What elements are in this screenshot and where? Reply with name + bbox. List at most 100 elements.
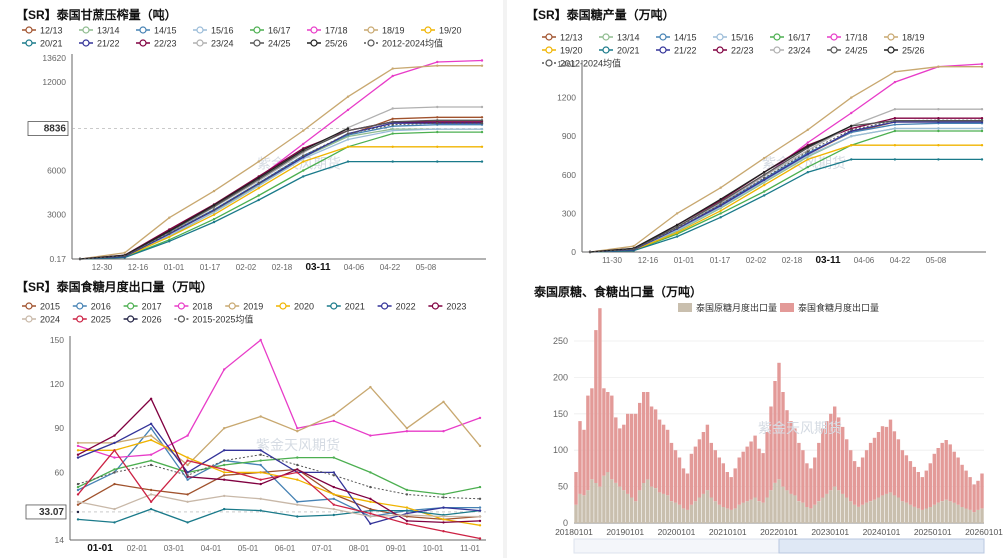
legend-item: 17/18 [827,33,868,43]
data-point [405,519,409,523]
legend-marker [253,39,261,47]
data-point [478,537,482,540]
bar-refined [845,439,849,498]
bar-refined [701,432,706,494]
bar-raw [805,507,809,523]
legend-marker [177,302,185,310]
data-point [980,129,984,133]
legend-label: 13/14 [97,26,120,36]
bar-refined [960,464,964,507]
bar-refined [852,461,857,505]
legend-label: 2024 [40,315,60,325]
data-point [405,509,409,512]
x-tick-label: 20250101 [914,527,952,537]
data-point [332,503,335,506]
bar-raw [964,508,968,523]
legend-item: 2017 [123,302,162,312]
data-point [259,497,262,500]
data-point [332,456,335,459]
data-point [296,478,299,481]
x-tick-label: 08-01 [349,544,370,553]
legend-label: 2025 [91,315,111,325]
data-point [212,208,216,211]
bar-refined [634,413,638,502]
bar-raw [697,497,702,523]
data-point [76,482,80,486]
data-point [149,463,153,467]
data-point [893,117,897,120]
data-point [391,132,394,135]
bar-refined [642,392,646,483]
data-point [223,474,226,477]
legend-marker [25,39,33,47]
series-line [79,128,482,260]
x-tick-label: 06-01 [275,544,296,553]
bar-refined [582,429,586,496]
legend-marker [310,39,318,47]
x-tick-label: 04-01 [201,544,222,553]
bar-refined [841,426,845,494]
data-point [257,184,260,188]
data-point [405,522,409,525]
bar-raw [928,507,932,523]
data-point [442,521,445,524]
bar-refined [924,470,928,509]
data-point [391,123,394,126]
bar-refined [833,406,837,487]
y-tick-label: 0.17 [49,254,66,264]
data-point [186,478,189,481]
bar-raw [948,501,952,523]
x-tick-label: 20180101 [555,527,593,537]
bar-raw [681,508,686,523]
legend-item: 19/20 [542,46,583,56]
y-tick-label: 12000 [42,77,66,87]
bar-refined [900,450,905,502]
data-point [806,145,809,148]
data-point [893,144,897,147]
legend-marker [424,26,432,34]
data-point [296,430,299,433]
bar-raw [912,507,916,523]
bar-raw [713,501,717,523]
bar-refined [805,463,809,507]
legend-item: 24/25 [250,39,291,49]
data-point [113,441,116,445]
data-point [436,64,439,67]
data-point [632,245,635,248]
data-point [436,119,439,122]
x-tick-label: 01-17 [200,263,221,272]
bar-refined [749,441,753,500]
legend-item: 20/21 [599,46,640,56]
legend-label: 14/15 [674,33,697,43]
data-point [806,171,809,174]
data-point [332,485,335,489]
zoom-slider-window [778,538,985,554]
bar-raw [749,499,753,523]
series-line [589,117,982,253]
bar-refined [793,428,797,496]
legend-marker [431,302,439,310]
bar-refined [610,395,614,480]
bar-refined [916,472,920,509]
legend-marker [659,33,667,41]
legend-marker [830,46,838,54]
data-point [76,500,80,503]
chart-title: 【SR】泰国食糖月度出口量（万吨） [16,280,213,294]
bar-raw [809,508,813,523]
bar-refined [920,477,924,510]
bar-raw [825,493,829,523]
data-point [223,471,226,474]
bar-refined [860,457,865,505]
data-point [149,438,153,442]
y-tick-label: 8836 [44,124,67,135]
bar-raw [777,479,781,523]
data-point [186,463,189,467]
series-line [77,456,481,496]
data-point [893,108,897,111]
bar-raw [757,501,761,523]
bar-raw [956,504,960,523]
data-point [186,459,189,462]
data-point [302,175,305,178]
bar-raw [932,504,936,523]
series-line [79,160,482,260]
